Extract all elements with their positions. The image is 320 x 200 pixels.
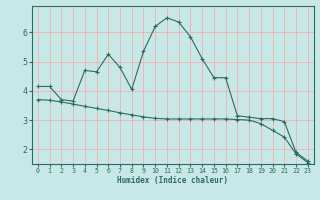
X-axis label: Humidex (Indice chaleur): Humidex (Indice chaleur) (117, 176, 228, 185)
